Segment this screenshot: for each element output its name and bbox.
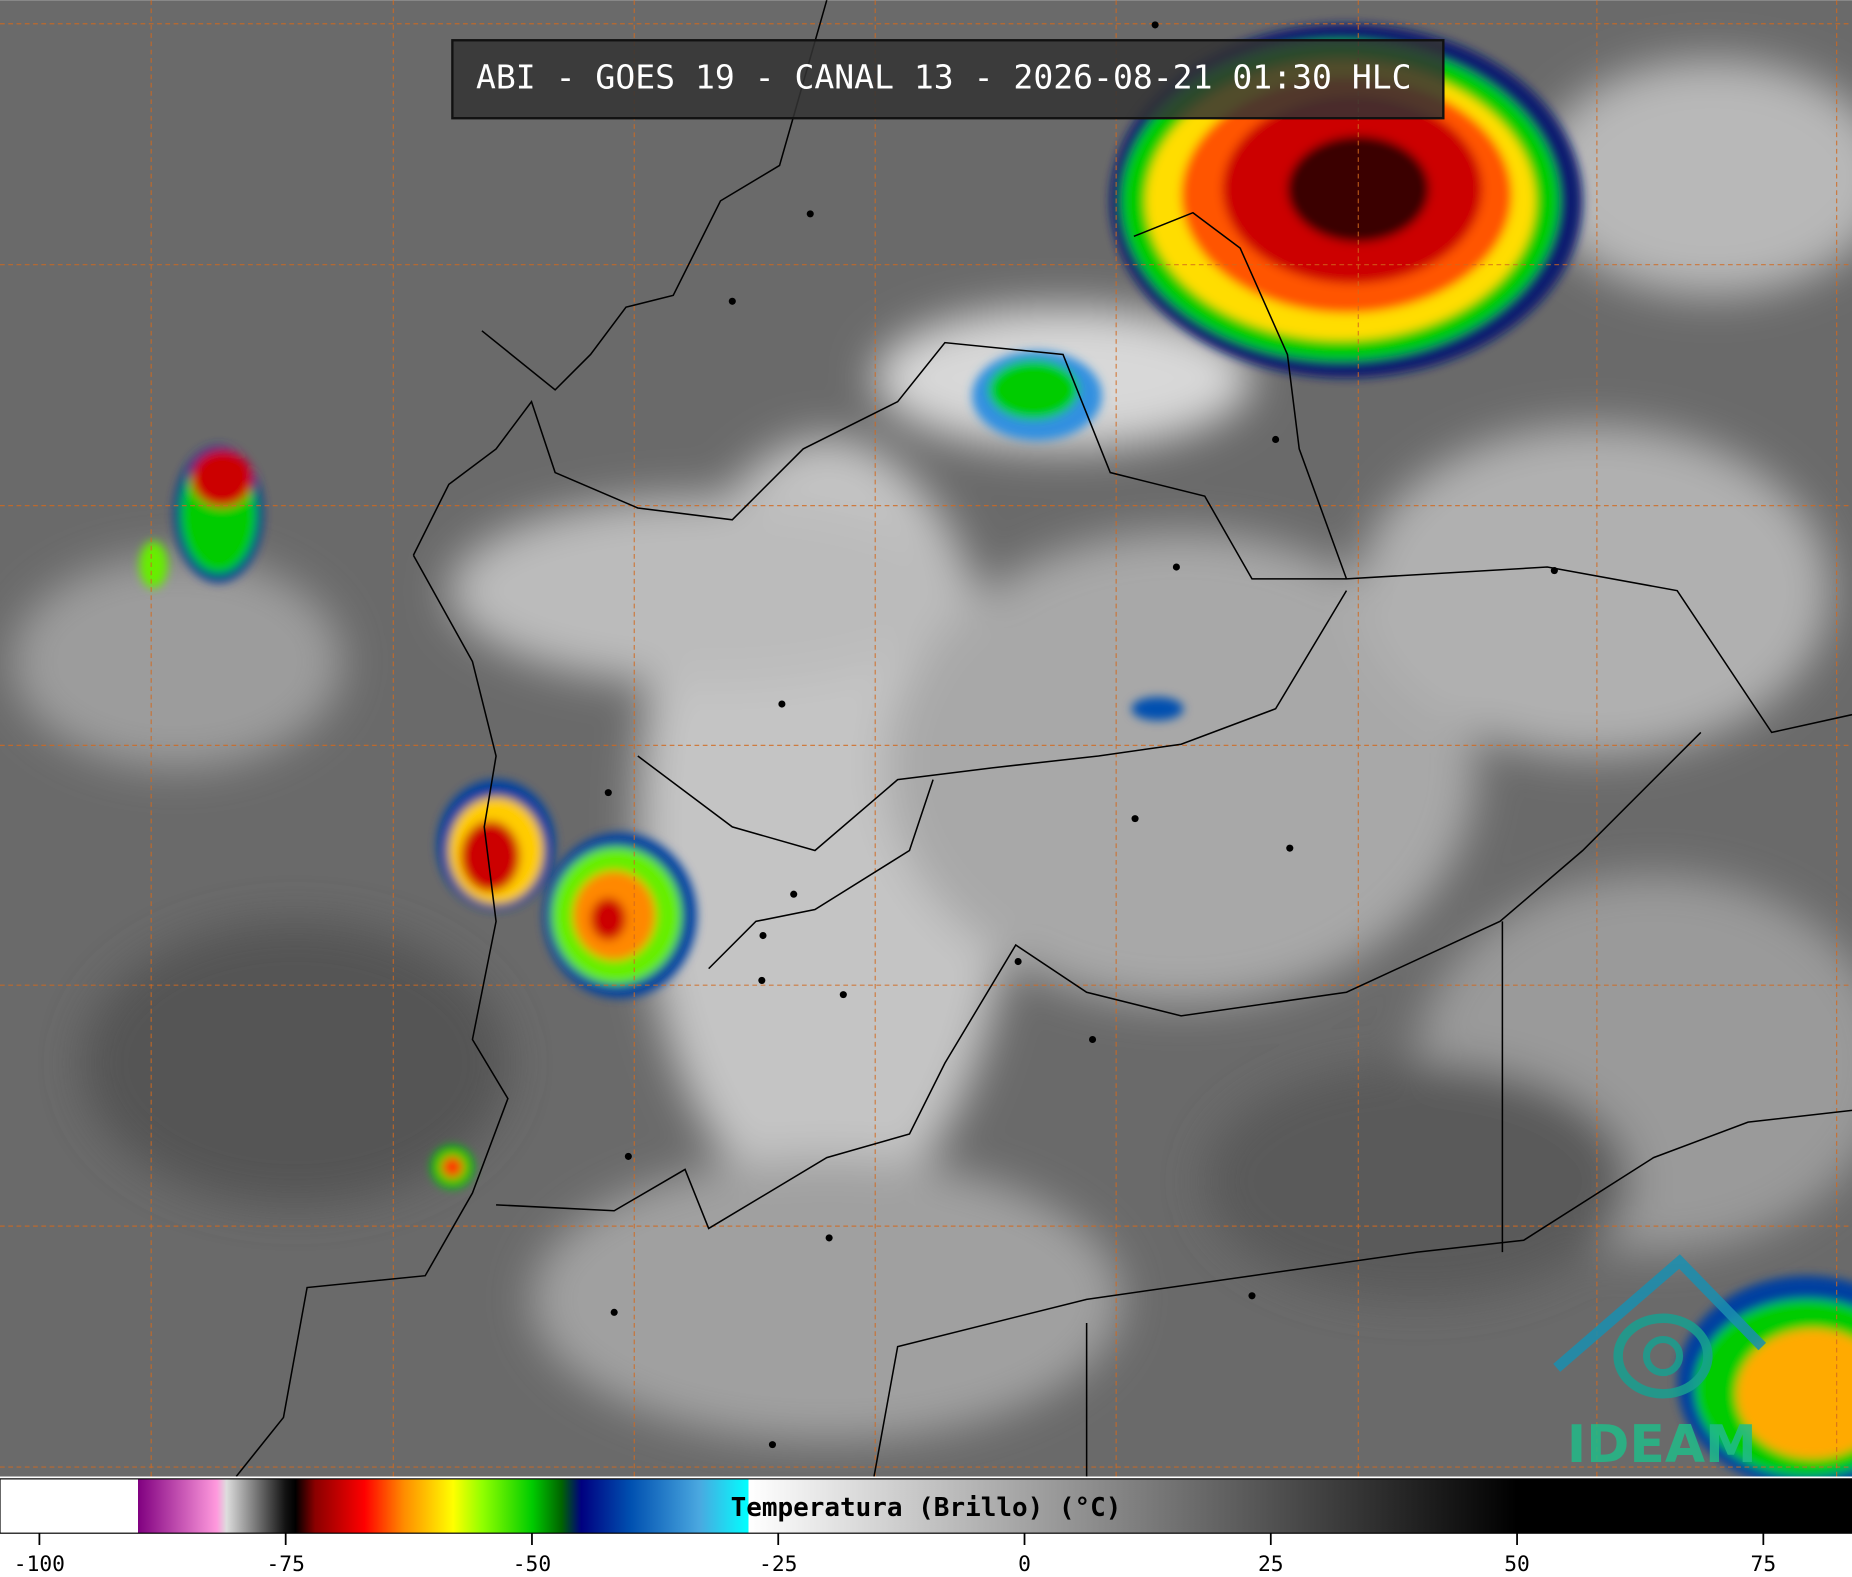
tick-label: -100	[14, 1552, 65, 1577]
tick-label: -75	[266, 1552, 304, 1577]
title-box	[451, 39, 1445, 120]
grid-lines	[0, 0, 1852, 1477]
colorbar-scale	[0, 1478, 1852, 1534]
title: ABI - GOES 19 - CANAL 13 - 2026-08-21 01…	[476, 58, 1412, 97]
clouds	[11, 59, 1852, 1442]
tick-label: 50	[1504, 1552, 1530, 1577]
satellite-image: IDEAM ABI - GOES 19 - CANAL 13 - 2026-08…	[0, 0, 1852, 1477]
tick-label: 0	[1018, 1552, 1031, 1577]
tick-label: 75	[1751, 1552, 1777, 1577]
colorbar-label: Temperatura (Brillo) (°C)	[731, 1493, 1122, 1523]
tick-label: 25	[1258, 1552, 1284, 1577]
logo-text: IDEAM	[1567, 1415, 1757, 1475]
colorbar: Temperatura (Brillo) (°C) -100 -75 -50 -25 0…	[0, 1478, 1852, 1577]
ideam-logo: IDEAM	[1553, 1254, 1767, 1475]
cities	[604, 21, 1558, 1449]
tick-label: -25	[759, 1552, 797, 1577]
borders	[235, 0, 1852, 1477]
tick-label: -50	[513, 1552, 551, 1577]
